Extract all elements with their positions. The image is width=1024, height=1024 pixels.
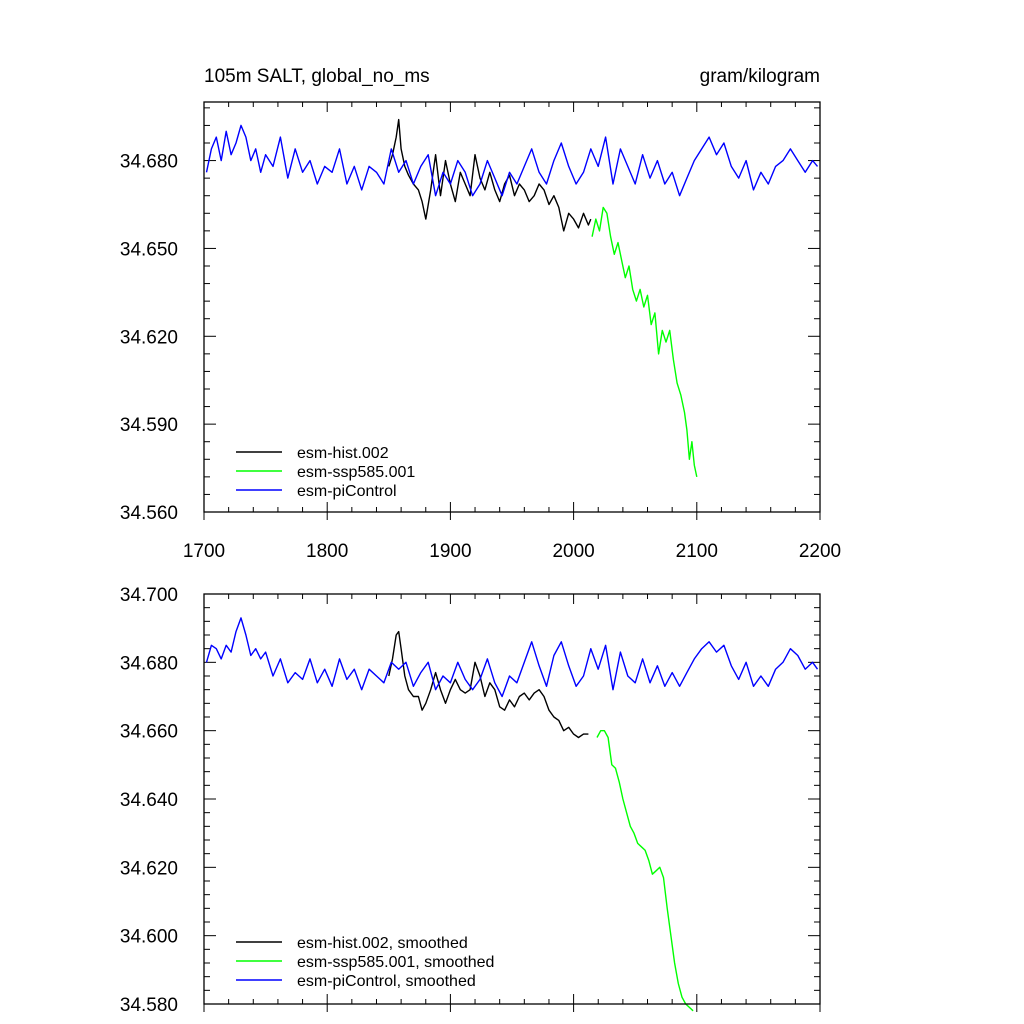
bottom-panel-axes: 34.580 34.600 34.620 34.640 34.660 34.680 34.7… [120, 585, 821, 1016]
top-panel-axes: 1700 1800 1900 2000 2100 2200 34.560 34.590 34.6… [120, 102, 841, 562]
legend-label: esm-ssp585.001 [297, 464, 415, 481]
y-tick-label: 34.560 [120, 503, 178, 524]
legend-label: esm-ssp585.001, smoothed [297, 954, 494, 971]
chart-title: 105m SALT, global_no_ms [204, 66, 430, 87]
x-tick-label: 1900 [429, 541, 471, 562]
y-tick-label: 34.590 [120, 415, 178, 436]
y-tick-label: 34.600 [120, 927, 178, 948]
x-tick-label: 1700 [183, 541, 225, 562]
y-tick-label: 34.680 [120, 653, 178, 674]
x-tick-label: 2200 [799, 541, 841, 562]
legend-label: esm-piControl [297, 483, 397, 500]
x-tick-label: 2100 [676, 541, 718, 562]
chart-units: gram/kilogram [700, 66, 820, 87]
bottom-panel-frame [203, 593, 821, 1005]
y-tick-label: 34.660 [120, 722, 178, 743]
legend-label: esm-hist.002 [297, 445, 389, 462]
series-line-2 [596, 730, 694, 1012]
legend-label: esm-hist.002, smoothed [297, 935, 468, 952]
top-panel-legend: esm-hist.002 esm-ssp585.001 esm-piControl [236, 445, 415, 500]
y-tick-label: 34.580 [120, 995, 178, 1016]
x-tick-label: 1800 [306, 541, 348, 562]
y-tick-label: 34.620 [120, 327, 178, 348]
bottom-panel-series [205, 617, 819, 1012]
series-line-1 [388, 118, 592, 232]
series-line-1 [388, 630, 589, 739]
series-line-3 [205, 617, 819, 698]
y-tick-label: 34.620 [120, 858, 178, 879]
y-tick-label: 34.640 [120, 790, 178, 811]
y-tick-label: 34.700 [120, 585, 178, 606]
x-tick-label: 2000 [552, 541, 594, 562]
series-line-3 [205, 124, 819, 197]
bottom-panel-legend: esm-hist.002, smoothed esm-ssp585.001, sm… [236, 935, 494, 990]
series-line-2 [591, 206, 698, 478]
top-panel-frame [203, 101, 821, 513]
y-tick-label: 34.680 [120, 152, 178, 173]
y-tick-label: 34.650 [120, 239, 178, 260]
legend-label: esm-piControl, smoothed [297, 973, 476, 990]
top-panel-series [205, 118, 819, 478]
